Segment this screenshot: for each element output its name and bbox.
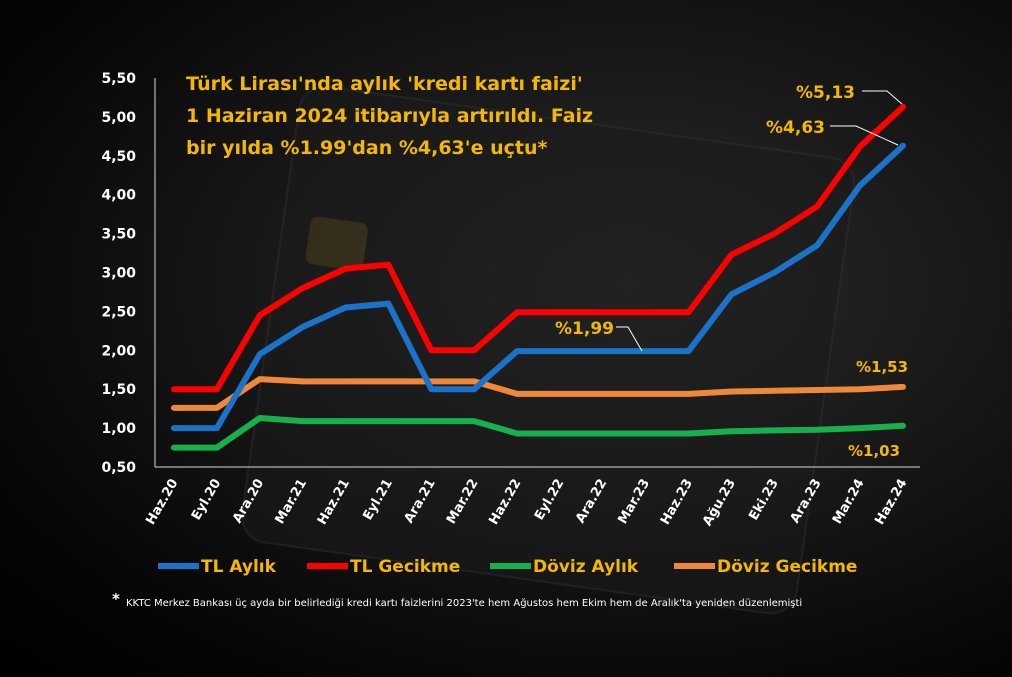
legend-item-doviz-aylik: Döviz Aylık [490, 557, 639, 577]
y-tick-label: 2,00 [101, 343, 136, 359]
legend: TL Aylık TL Gecikme Döviz Aylık Döviz Ge… [158, 557, 857, 577]
y-axis-ticks: 0,50 1,00 1,50 2,00 2,50 3,00 3,50 4,00 4,50 5,00… [101, 71, 136, 476]
footnote-text: KKTC Merkez Bankası üç ayda bir belirled… [126, 597, 802, 609]
annotation-doviz-aylik-last: %1,03 [848, 442, 900, 460]
y-tick-label: 1,50 [101, 382, 136, 398]
svg-text:%1,99: %1,99 [555, 319, 614, 339]
legend-label-tl-gecikme: TL Gecikme [350, 557, 460, 577]
series-line-doviz-gecikme [171, 376, 906, 411]
y-tick-label: 2,50 [101, 304, 136, 320]
chart-title-line-2: 1 Haziran 2024 itibarıyla artırıldı. Fai… [186, 105, 593, 127]
series-line-tl-aylik [171, 142, 906, 432]
annotation-tl-aylik-last: %4,63 [766, 118, 899, 146]
annotation-tl-gecikme-last: %5,13 [796, 83, 903, 105]
annotation-doviz-gecikme-last: %1,53 [856, 358, 908, 376]
chart-title-line-1: Türk Lirası'nda aylık 'kredi kartı faizi… [186, 73, 583, 95]
y-tick-label: 3,50 [101, 227, 136, 243]
legend-label-doviz-gecikme: Döviz Gecikme [717, 557, 857, 577]
legend-item-tl-gecikme: TL Gecikme [307, 557, 460, 577]
series-lines [171, 103, 906, 451]
y-tick-label: 1,00 [101, 421, 136, 437]
y-tick-label: 0,50 [101, 460, 136, 476]
legend-label-tl-aylik: TL Aylık [201, 557, 277, 577]
series-line-tl-gecikme [171, 103, 906, 393]
x-tick-label: Haz.24 [872, 477, 910, 528]
series-line-doviz-aylik [171, 415, 906, 451]
legend-item-tl-aylik: TL Aylık [158, 557, 277, 577]
x-tick-label: Haz.20 [143, 477, 181, 528]
y-tick-label: 4,00 [101, 188, 136, 204]
y-tick-label: 3,00 [101, 266, 136, 282]
annotation-tl-aylik-june23: %1,99 [555, 319, 643, 352]
legend-label-doviz-aylik: Döviz Aylık [533, 557, 639, 577]
x-tick-label: Mar.24 [830, 477, 868, 527]
chart-title-line-3: bir yılda %1.99'dan %4,63'e uçtu* [186, 137, 547, 159]
svg-text:%4,63: %4,63 [766, 118, 825, 138]
y-tick-label: 5,00 [101, 110, 136, 126]
legend-item-doviz-gecikme: Döviz Gecikme [674, 557, 857, 577]
y-tick-label: 4,50 [101, 149, 136, 165]
footnote-marker: * [112, 590, 120, 608]
x-tick-label: Eyl.20 [189, 477, 224, 523]
y-tick-label: 5,50 [101, 71, 136, 87]
svg-text:%5,13: %5,13 [796, 83, 855, 103]
